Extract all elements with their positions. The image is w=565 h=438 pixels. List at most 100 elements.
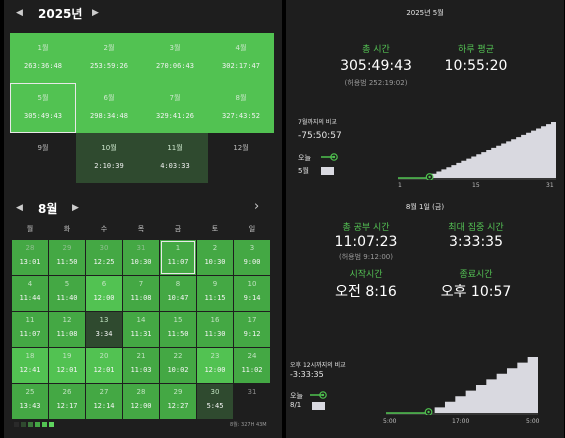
calendar-day[interactable]: 30 12:25	[86, 240, 122, 275]
calendar-day[interactable]: 8 10:47	[160, 276, 196, 311]
day-number: 25	[25, 388, 35, 396]
calendar-day[interactable]: 10 9:14	[234, 276, 270, 311]
day-total: 11:15	[204, 294, 226, 302]
day-total: 11:40	[56, 294, 78, 302]
legend-scale-0	[14, 422, 19, 427]
month-cell[interactable]: 7월 329:41:26	[142, 83, 208, 133]
day-total: 11:02	[241, 366, 263, 374]
calendar-day[interactable]: 23 12:00	[197, 348, 233, 383]
legend-month-label: 5월	[298, 167, 309, 175]
day-total: 10:02	[167, 366, 189, 374]
day-number: 4	[27, 280, 33, 288]
compare-value: -75:50:57	[298, 131, 342, 141]
prev-year-button[interactable]: ◀	[16, 8, 23, 18]
day-chart-area	[434, 357, 538, 413]
month-name: 7월	[169, 94, 181, 102]
calendar-day[interactable]: 21 11:03	[123, 348, 159, 383]
day-number: 5	[64, 280, 70, 288]
month-cell[interactable]: 6월 298:34:48	[76, 83, 142, 133]
day-number: 9	[212, 280, 218, 288]
calendar-day[interactable]: 29 11:50	[49, 240, 85, 275]
prev-month-button[interactable]: ◀	[16, 203, 23, 213]
calendar-day[interactable]: 6 12:00	[86, 276, 122, 311]
month-cell[interactable]: 10월 2:10:39	[76, 133, 142, 183]
month-cell[interactable]: 5월 305:49:43	[10, 83, 76, 133]
month-cell[interactable]: 2월 253:59:26	[76, 33, 142, 83]
day-number: 16	[210, 316, 220, 324]
month-cell[interactable]: 3월 270:06:43	[142, 33, 208, 83]
calendar-day[interactable]: 18 12:41	[12, 348, 48, 383]
month-total: 327:43:52	[222, 112, 260, 120]
legend-scale-4	[42, 422, 47, 427]
day-number: 11	[25, 316, 35, 324]
calendar-day[interactable]: 20 12:01	[86, 348, 122, 383]
month-cell[interactable]: 9월	[10, 133, 76, 183]
day-total: 11:31	[130, 330, 152, 338]
calendar-day[interactable]: 1 11:07	[160, 240, 196, 275]
calendar-day[interactable]: 29 12:27	[160, 384, 196, 419]
calendar-day[interactable]: 2 10:30	[197, 240, 233, 275]
day-number: 7	[138, 280, 144, 288]
next-month-button[interactable]: ▶	[72, 203, 79, 213]
day-chart-today-marker-dot	[427, 410, 430, 414]
calendar-day[interactable]: 27 12:14	[86, 384, 122, 419]
calendar-day[interactable]: 13 3:34	[86, 312, 122, 347]
calendar-day[interactable]: 28 13:01	[12, 240, 48, 275]
expand-chevron-icon[interactable]: ›	[254, 199, 260, 214]
calendar-day[interactable]: 12 11:08	[49, 312, 85, 347]
calendar-day[interactable]: 22 10:02	[160, 348, 196, 383]
calendar-day[interactable]: 31 10:30	[123, 240, 159, 275]
calendar-day[interactable]: 11 11:07	[12, 312, 48, 347]
day-legend-swatch	[312, 402, 325, 410]
calendar-day[interactable]: 30 5:45	[197, 384, 233, 419]
day-total: 13:43	[19, 402, 41, 410]
calendar-day[interactable]: 25 13:43	[12, 384, 48, 419]
day-number: 18	[25, 352, 35, 360]
calendar-day[interactable]: 15 11:50	[160, 312, 196, 347]
calendar-day[interactable]: 3 9:00	[234, 240, 270, 275]
calendar-day[interactable]: 28 12:00	[123, 384, 159, 419]
calendar-day[interactable]: 16 11:30	[197, 312, 233, 347]
day-total: 5:45	[206, 402, 224, 410]
month-total: 298:34:48	[90, 112, 128, 120]
calendar-day[interactable]: 17 9:12	[234, 312, 270, 347]
day-number: 12	[62, 316, 72, 324]
day-number: 22	[173, 352, 183, 360]
month-title: 8월	[38, 202, 58, 216]
month-cell[interactable]: 12월	[208, 133, 274, 183]
weekday-label: 토	[211, 225, 219, 233]
calendar-day[interactable]: 14 11:31	[123, 312, 159, 347]
legend-today-label: 오늘	[298, 154, 311, 162]
month-cell[interactable]: 1월 263:36:48	[10, 33, 76, 83]
month-cell[interactable]: 4월 302:17:47	[208, 33, 274, 83]
day-number: 30	[210, 388, 220, 396]
calendar-day[interactable]: 19 12:01	[49, 348, 85, 383]
calendar-day[interactable]: 7 11:08	[123, 276, 159, 311]
day-total: 12:14	[93, 402, 115, 410]
day-cumulative-chart	[386, 357, 538, 415]
calendar-day[interactable]: 4 11:44	[12, 276, 48, 311]
month-name: 9월	[37, 144, 49, 152]
day-legend-date-label: 8/1	[290, 401, 302, 409]
month-cell[interactable]: 11월 4:03:33	[142, 133, 208, 183]
month-cell[interactable]: 8월 327:43:52	[208, 83, 274, 133]
month-cumulative-chart	[398, 122, 556, 180]
calendar-day[interactable]: 26 12:17	[49, 384, 85, 419]
day-number: 26	[62, 388, 72, 396]
month-total: 270:06:43	[156, 62, 194, 70]
day-total: 11:50	[167, 330, 189, 338]
next-year-button[interactable]: ▶	[92, 8, 99, 18]
calendar-day[interactable]: 5 11:40	[49, 276, 85, 311]
calendar-day[interactable]: 24 11:02	[234, 348, 270, 383]
legend-scale-5	[49, 422, 54, 427]
total-time-value: 305:49:43	[340, 58, 412, 74]
day-total: 12:00	[93, 294, 115, 302]
day-axis-tick-start: 5:00	[383, 418, 397, 425]
study-time-value: 11:07:23	[334, 234, 398, 250]
calendar-day[interactable]: 9 11:15	[197, 276, 233, 311]
day-number: 6	[101, 280, 107, 288]
day-number: 17	[247, 316, 257, 324]
calendar-day[interactable]: 31	[234, 384, 270, 419]
day-total: 9:14	[243, 294, 261, 302]
